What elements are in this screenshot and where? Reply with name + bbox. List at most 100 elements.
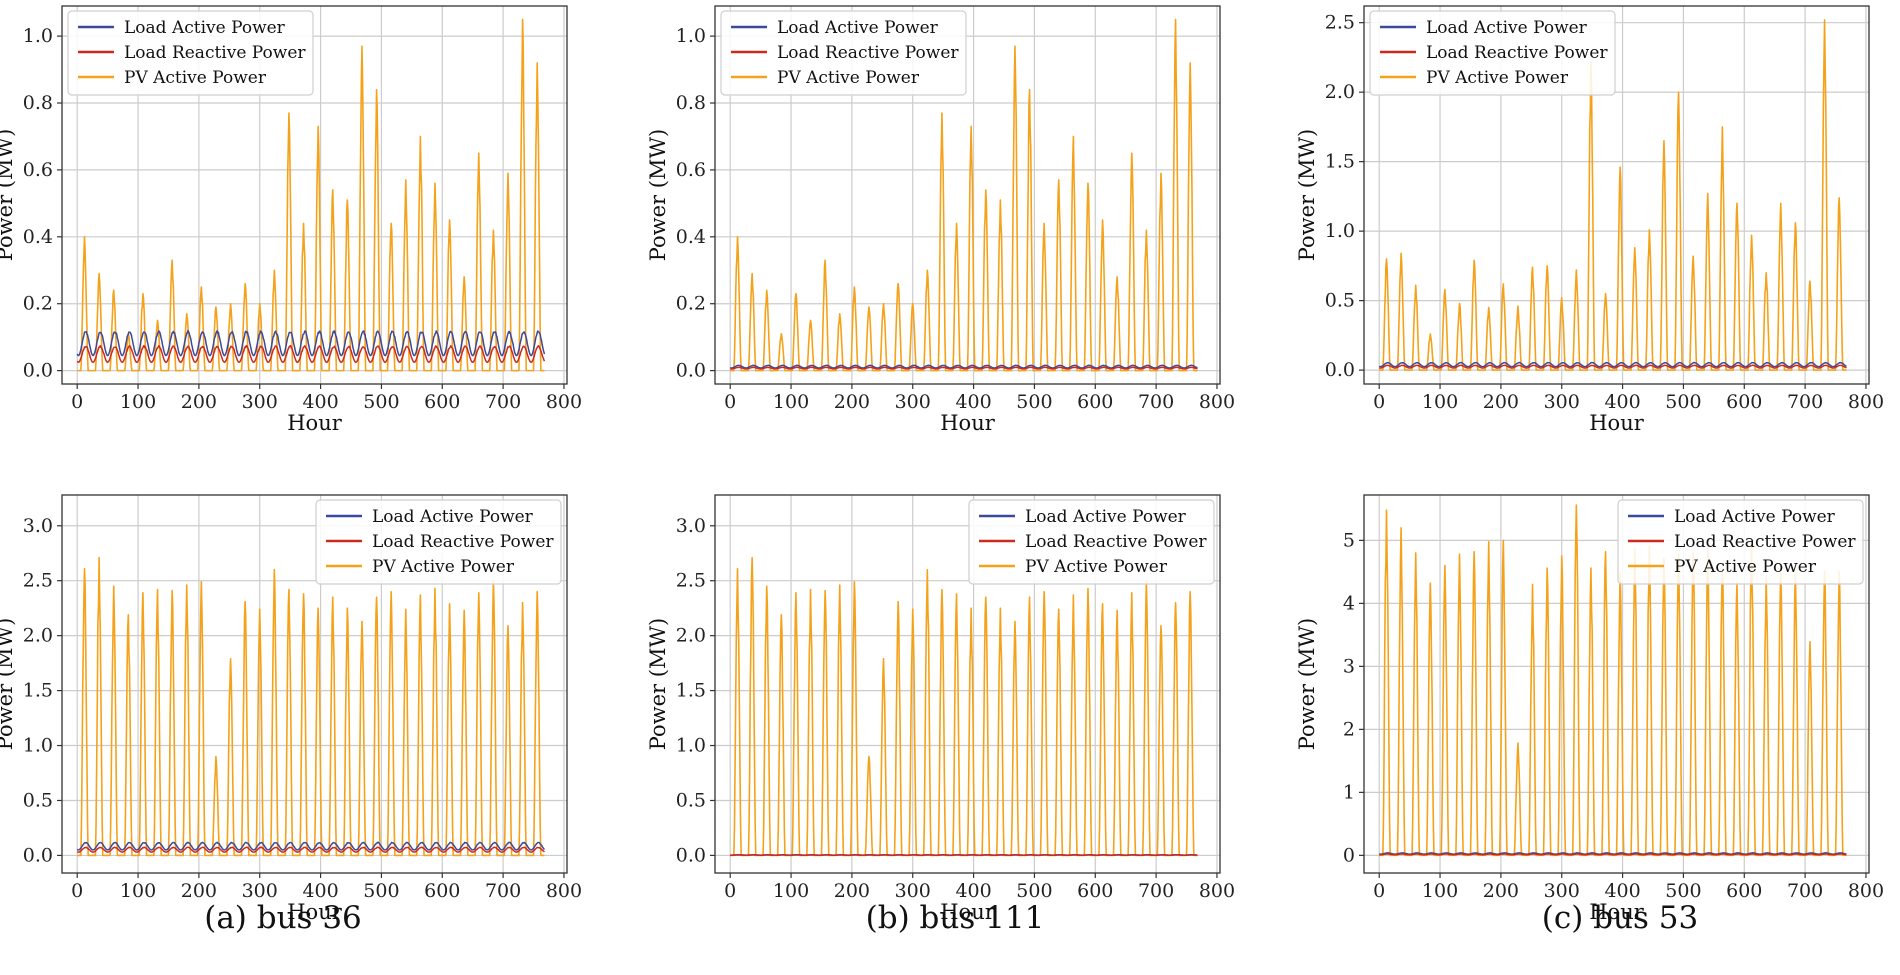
x-tick-label: 300 — [895, 391, 931, 413]
x-tick-label: 600 — [1726, 880, 1762, 902]
x-tick-label: 600 — [424, 880, 460, 902]
series-line-load-active-power — [76, 329, 546, 357]
legend-entry: PV Active Power — [777, 68, 920, 88]
x-tick-label: 0 — [1373, 880, 1385, 902]
legend-entry: Load Reactive Power — [1025, 532, 1207, 552]
y-tick-label: 1.5 — [1325, 151, 1355, 173]
y-tick-label: 5 — [1343, 529, 1355, 551]
legend-entry: PV Active Power — [124, 68, 267, 88]
x-tick-label: 100 — [773, 391, 809, 413]
chart-b-bottom: 0 100 200 300 400 500 600 700 800 0.0 0.5 1.0 1.5 2.0… — [646, 494, 1235, 924]
y-tick-label: 0.5 — [676, 789, 706, 811]
series-line-pv-active-power — [730, 556, 1198, 857]
x-tick-label: 700 — [1138, 391, 1174, 413]
series-line-load-active-power — [76, 841, 545, 851]
legend-entry: Load Active Power — [124, 18, 286, 38]
y-axis-label: Power (MW) — [0, 129, 17, 262]
chart-a-bottom: 0 100 200 300 400 500 600 700 800 0.0 0.5 1.0 1.5 2.0… — [0, 494, 582, 924]
plot-frame — [714, 5, 1221, 385]
y-tick-label: 0.5 — [23, 789, 53, 811]
legend-entry: Load Active Power — [1025, 507, 1187, 527]
y-tick-label: 2.5 — [676, 570, 706, 592]
x-tick-label: 800 — [1848, 391, 1884, 413]
x-tick-label: 300 — [895, 880, 931, 902]
x-axis-label: Hour — [287, 900, 342, 924]
x-tick-label: 100 — [1422, 391, 1458, 413]
y-tick-label: 0.8 — [23, 92, 53, 114]
y-tick-label: 1 — [1343, 781, 1355, 803]
series-line-load-reactive-power — [730, 366, 1198, 370]
plot-frame — [61, 494, 568, 874]
legend: Load Active Power Load Reactive Power PV A… — [1617, 499, 1864, 585]
series-line-load-reactive-power — [1379, 364, 1847, 369]
y-tick-label: 2.0 — [1325, 81, 1355, 103]
x-tick-label: 700 — [485, 391, 521, 413]
chart-c-top: 0 100 200 300 400 500 600 700 800 0.0 0.5 1.0 1.5 2.0… — [1295, 5, 1884, 435]
x-tick-label: 400 — [302, 880, 338, 902]
x-tick-label: 200 — [834, 391, 870, 413]
x-tick-label: 300 — [1544, 880, 1580, 902]
y-tick-label: 3.0 — [23, 515, 53, 537]
x-axis-label: Hour — [940, 411, 995, 435]
y-tick-label: 0.5 — [1325, 290, 1355, 312]
x-tick-label: 500 — [1665, 880, 1701, 902]
x-axis-label: Hour — [1589, 900, 1644, 924]
y-tick-label: 1.5 — [676, 680, 706, 702]
x-tick-label: 0 — [724, 880, 736, 902]
legend-entry: Load Reactive Power — [777, 43, 959, 63]
x-tick-label: 100 — [1422, 880, 1458, 902]
legend-entry: Load Reactive Power — [1426, 43, 1608, 63]
y-tick-label: 1.0 — [676, 25, 706, 47]
x-tick-label: 500 — [1016, 391, 1052, 413]
y-tick-label: 0.2 — [676, 293, 706, 315]
legend-box — [67, 10, 314, 96]
x-tick-label: 300 — [242, 880, 278, 902]
y-tick-label: 0 — [1343, 844, 1355, 866]
y-tick-label: 1.5 — [23, 680, 53, 702]
x-tick-label: 200 — [1483, 880, 1519, 902]
x-tick-label: 600 — [1077, 391, 1113, 413]
legend: Load Active Power Load Reactive Power PV A… — [720, 10, 967, 96]
y-tick-label: 3 — [1343, 655, 1355, 677]
legend-entry: Load Active Power — [1426, 18, 1588, 38]
x-tick-label: 200 — [181, 880, 217, 902]
y-tick-label: 1.0 — [1325, 220, 1355, 242]
caption-c: (c) bus 53 — [1542, 900, 1698, 936]
x-tick-label: 0 — [71, 880, 83, 902]
legend: Load Active Power Load Reactive Power PV A… — [968, 499, 1215, 585]
y-tick-label: 0.4 — [23, 226, 53, 248]
y-tick-label: 0.4 — [676, 226, 706, 248]
x-tick-label: 200 — [834, 880, 870, 902]
x-tick-label: 600 — [424, 391, 460, 413]
x-tick-label: 600 — [1726, 391, 1762, 413]
y-axis-label: Power (MW) — [646, 618, 670, 751]
x-tick-label: 400 — [302, 391, 338, 413]
legend-entry: PV Active Power — [1025, 557, 1168, 577]
x-tick-label: 400 — [955, 880, 991, 902]
y-tick-label: 1.0 — [676, 735, 706, 757]
series-line-load-active-power — [730, 364, 1198, 369]
series-line-pv-active-power — [1379, 19, 1847, 371]
x-tick-label: 300 — [242, 391, 278, 413]
y-tick-label: 0.2 — [23, 293, 53, 315]
legend-entry: Load Active Power — [777, 18, 939, 38]
chart-b-top: 0 100 200 300 400 500 600 700 800 0.0 0.2 0.4 0.6 0.8… — [646, 5, 1235, 435]
y-tick-label: 2.5 — [1325, 12, 1355, 34]
x-tick-label: 500 — [363, 880, 399, 902]
x-tick-label: 200 — [181, 391, 217, 413]
caption-a: (a) bus 36 — [204, 900, 362, 936]
series-line-load-active-power — [1378, 361, 1847, 368]
x-tick-label: 700 — [1138, 880, 1174, 902]
y-tick-label: 2.0 — [23, 625, 53, 647]
y-tick-label: 2.5 — [23, 570, 53, 592]
x-tick-label: 100 — [120, 880, 156, 902]
y-tick-label: 0.0 — [23, 844, 53, 866]
y-axis-label: Power (MW) — [1295, 618, 1319, 751]
x-tick-label: 800 — [1199, 880, 1235, 902]
x-tick-label: 700 — [485, 880, 521, 902]
legend: Load Active Power Load Reactive Power PV A… — [315, 499, 562, 585]
x-axis-label: Hour — [1589, 411, 1644, 435]
y-tick-label: 0.6 — [23, 159, 53, 181]
chart-c-bottom: 0 100 200 300 400 500 600 700 800 0 1 2 3 4 5 Hour Power… — [1295, 494, 1884, 924]
plot-frame — [61, 5, 568, 385]
